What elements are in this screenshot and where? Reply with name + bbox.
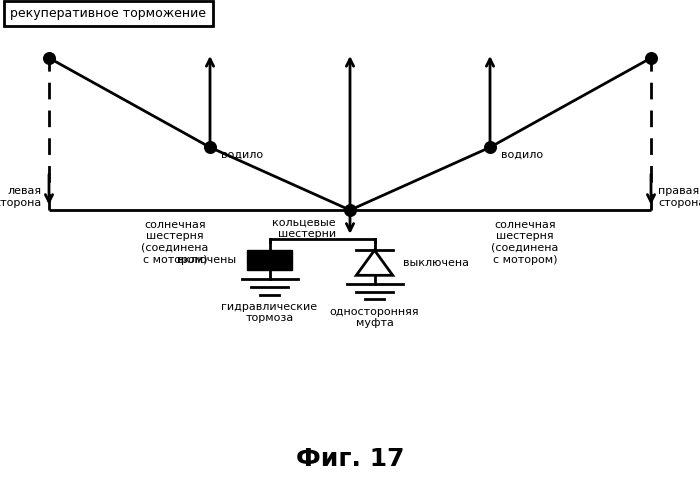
Text: кольцевые
шестерни: кольцевые шестерни [272, 217, 336, 239]
Point [344, 206, 356, 214]
Bar [247, 250, 293, 270]
Point [43, 54, 55, 62]
Point [484, 143, 496, 151]
Text: левая
сторона: левая сторона [0, 186, 42, 208]
Text: выключена: выключена [403, 258, 469, 268]
Text: односторонняя
муфта: односторонняя муфта [330, 307, 419, 328]
Text: включены: включены [177, 256, 237, 265]
Text: правая
сторона: правая сторона [658, 186, 700, 208]
Text: солнечная
шестерня
(соединена
с мотором): солнечная шестерня (соединена с мотором) [141, 220, 209, 265]
Point [204, 143, 216, 151]
Point [645, 54, 657, 62]
Text: водило: водило [500, 150, 542, 160]
Text: солнечная
шестерня
(соединена
с мотором): солнечная шестерня (соединена с мотором) [491, 220, 559, 265]
Text: рекуперативное торможение: рекуперативное торможение [10, 7, 206, 20]
Text: Фиг. 17: Фиг. 17 [295, 447, 405, 471]
Text: гидравлические
тормоза: гидравлические тормоза [221, 302, 318, 324]
Text: водило: водило [220, 150, 262, 160]
